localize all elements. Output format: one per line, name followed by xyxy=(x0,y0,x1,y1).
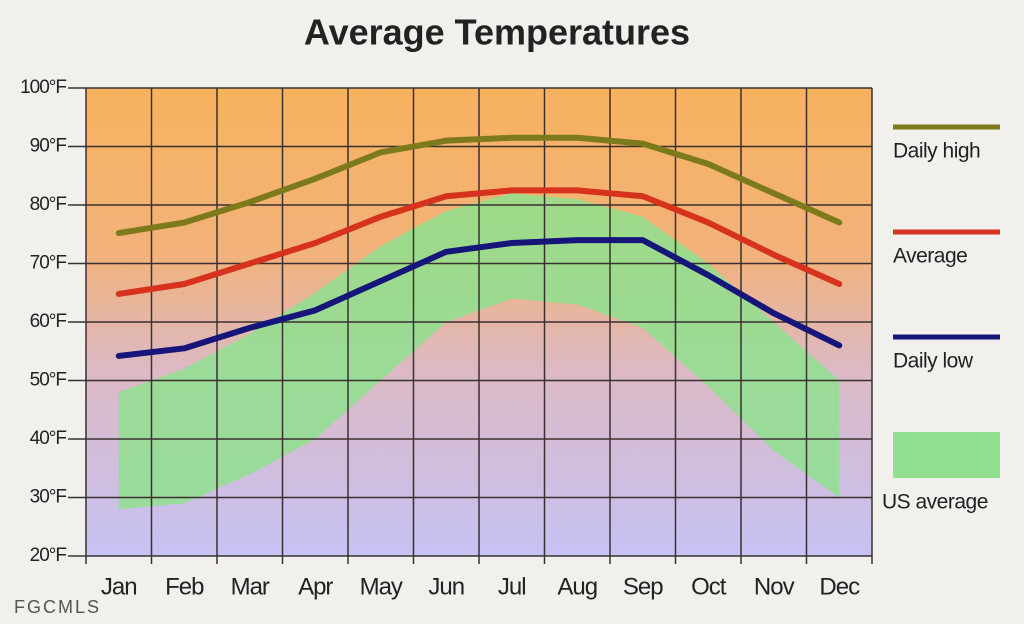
y-tick-label: 50°F xyxy=(30,370,67,391)
legend-label: Daily high xyxy=(893,140,980,163)
x-tick-label: Jul xyxy=(498,573,526,600)
us-average-band xyxy=(118,193,840,510)
legend-label: Daily low xyxy=(893,350,974,373)
y-tick-label: 90°F xyxy=(30,136,67,157)
line-2 xyxy=(115,237,843,359)
y-tick-label: 60°F xyxy=(30,311,67,332)
legend-label: Average xyxy=(893,245,967,268)
chart-title: Average Temperatures xyxy=(304,12,690,53)
legend-label: US average xyxy=(882,491,988,514)
y-tick-label: 100°F xyxy=(20,77,66,98)
line-0 xyxy=(115,134,843,237)
x-tick-label: Mar xyxy=(231,573,270,600)
y-tick-label: 70°F xyxy=(30,253,67,274)
x-tick-label: May xyxy=(360,573,403,600)
line-1 xyxy=(115,187,843,297)
x-tick-label: Dec xyxy=(819,573,860,600)
y-tick-label: 80°F xyxy=(30,194,67,215)
source-text: FGCMLS xyxy=(14,597,101,617)
x-tick-label: Nov xyxy=(754,573,795,600)
x-tick-label: Apr xyxy=(298,573,333,600)
x-tick-label: Jan xyxy=(101,573,137,600)
y-tick-label: 20°F xyxy=(30,545,67,566)
x-tick-label: Oct xyxy=(691,573,727,600)
legend-swatch xyxy=(893,432,1000,478)
x-tick-label: Sep xyxy=(623,573,663,600)
x-tick-label: Jun xyxy=(428,573,464,600)
y-tick-label: 40°F xyxy=(30,428,67,449)
x-tick-label: Aug xyxy=(557,573,597,600)
y-tick-label: 30°F xyxy=(30,487,67,508)
x-tick-label: Feb xyxy=(165,573,204,600)
